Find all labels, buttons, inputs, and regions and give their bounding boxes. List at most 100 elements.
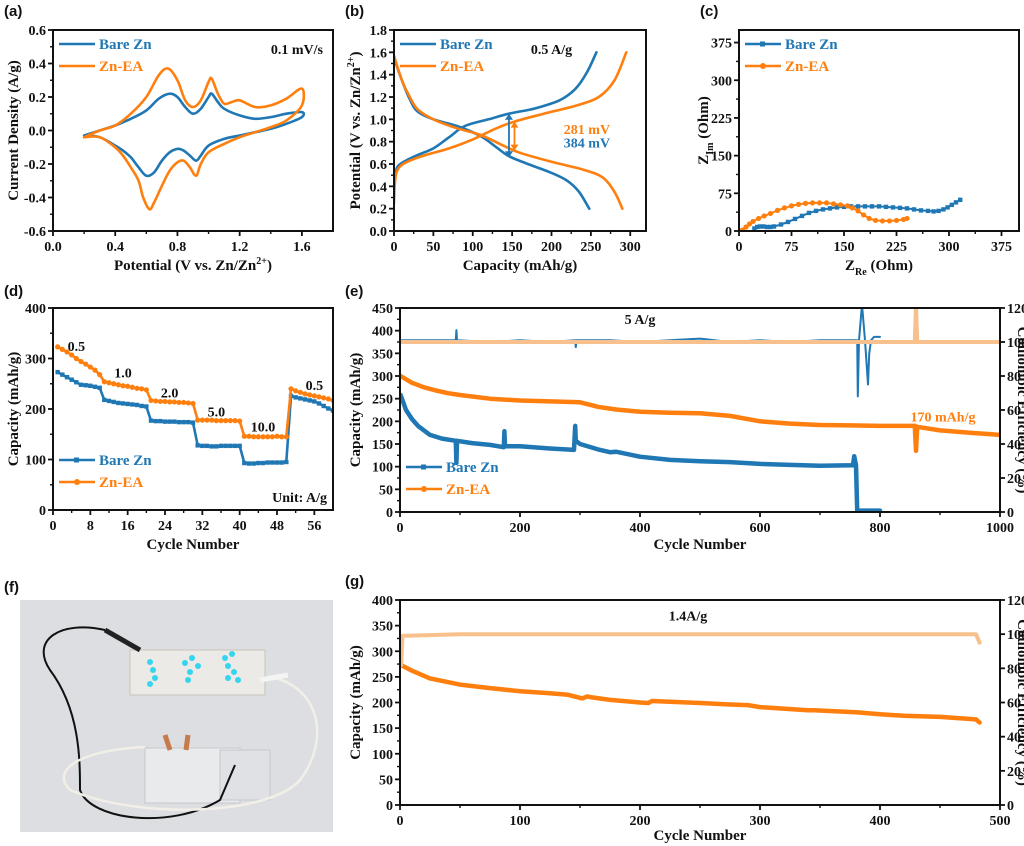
x-tick-label: 8 <box>87 519 94 534</box>
data-point <box>757 224 763 229</box>
data-point <box>97 372 103 378</box>
data-point <box>279 434 285 440</box>
panel-label: (f) <box>4 579 19 596</box>
data-point <box>778 222 784 227</box>
data-point <box>872 217 879 224</box>
data-point <box>764 224 770 230</box>
x-tick-label: 50 <box>426 240 440 255</box>
y-axis-label: Capacity (mAh/g) <box>348 353 364 468</box>
y-tick-label: 0.2 <box>29 91 47 106</box>
data-point <box>834 205 840 210</box>
data-point <box>115 382 121 388</box>
legend-label: Bare Zn <box>99 453 152 469</box>
x-tick-label: 225 <box>886 240 907 255</box>
series-line-1 <box>400 373 1000 454</box>
data-point <box>293 388 299 394</box>
y-tick-label: 1.8 <box>370 24 388 39</box>
legend-marker <box>760 63 766 69</box>
data-point <box>223 418 229 424</box>
data-point <box>83 361 89 367</box>
y-tick-label: 350 <box>372 620 393 635</box>
units: (Ohm) <box>696 96 712 142</box>
data-point <box>761 213 767 219</box>
data-point <box>816 200 823 206</box>
series-line-0 <box>82 92 306 178</box>
data-point <box>941 207 946 212</box>
data-point <box>830 201 837 207</box>
data-point <box>186 419 191 425</box>
data-point <box>120 383 126 389</box>
data-point <box>242 460 247 466</box>
x-tick-label: 400 <box>870 814 891 829</box>
legend-label: Zn-EA <box>440 59 484 75</box>
data-point <box>227 418 233 424</box>
data-point <box>897 205 903 211</box>
data-point <box>218 443 224 449</box>
data-point <box>209 444 214 449</box>
x-axis-label: Cycle Number <box>654 537 747 553</box>
data-point <box>288 386 294 392</box>
data-point <box>820 207 826 212</box>
y2-tick-label: 40 <box>1007 731 1021 746</box>
data-point <box>246 433 252 439</box>
data-point <box>195 443 200 448</box>
chart-e: (e)0 200 400 600 800 100005010015020025030035… <box>345 283 1024 553</box>
data-point <box>799 213 805 219</box>
data-point <box>181 419 186 425</box>
data-point <box>767 210 774 217</box>
y-tick-label: -0.4 <box>24 192 46 207</box>
y-axis-label: Potential (V vs. Zn/Zn2+) <box>346 52 364 210</box>
data-point <box>256 460 261 466</box>
white-clip <box>259 672 289 683</box>
data-point <box>274 433 280 439</box>
legend-label: Zn-EA <box>99 475 143 491</box>
rate-label: 5.0 <box>208 406 226 421</box>
y-tick-label: 0.0 <box>29 125 47 140</box>
subscript: Re <box>855 267 867 278</box>
y-tick-label: 150 <box>372 722 393 737</box>
data-point <box>953 200 959 205</box>
x-tick-label: 300 <box>620 240 641 255</box>
data-point <box>809 200 816 206</box>
rate-label: 1.0 <box>114 367 132 382</box>
rate-label: 0.5 <box>306 379 324 394</box>
x-axis-label: Potential (V vs. Zn/Zn2+) <box>114 256 272 274</box>
series-line-3 <box>400 307 1000 344</box>
legend-marker <box>74 457 79 463</box>
x-tick-label: 1.6 <box>293 240 311 255</box>
rate-label: 10.0 <box>251 421 276 436</box>
y-tick-label: 200 <box>372 415 393 430</box>
capacity-retention-label: 170 mAh/g <box>911 410 976 425</box>
legend-marker <box>421 464 426 470</box>
legend-label: Bare Zn <box>785 37 838 53</box>
legend-label: Bare Zn <box>440 37 493 53</box>
y-tick-label: 375 <box>711 37 732 52</box>
y2-axis-label: Coulombic Efficiency (%) <box>1014 327 1024 494</box>
data-point <box>265 434 271 440</box>
data-point <box>185 400 191 406</box>
data-point <box>157 398 163 405</box>
data-point <box>302 391 308 397</box>
y-tick-label: 100 <box>25 454 46 469</box>
data-point <box>326 406 331 411</box>
legend-marker <box>421 486 427 492</box>
data-point <box>802 200 809 206</box>
data-point <box>869 204 875 209</box>
data-point <box>743 224 749 230</box>
data-point <box>750 218 756 225</box>
data-point <box>172 419 177 424</box>
data-point <box>251 461 256 466</box>
data-point <box>116 400 121 406</box>
legend-marker <box>760 41 765 47</box>
y-tick-label: 250 <box>372 393 393 408</box>
data-point <box>949 202 954 208</box>
data-point <box>756 215 762 222</box>
superscript: 2+ <box>346 56 357 67</box>
x-axis-label: ZRe (Ohm) <box>845 258 913 278</box>
y2-axis-label: Coulombic Efficiency (%) <box>1014 619 1024 786</box>
y2-tick-label: 0 <box>1007 506 1014 521</box>
chart-b: (b) 0 50 100 150 200 250 300 0.0 0.2 0.4 0.6 0.8 1.0 1… <box>345 3 647 274</box>
x-tick-label: 375 <box>991 240 1012 255</box>
chart-d: (d) 0 8 16 24 32 40 48 56 0 100 200 300 400 Cycle Numb… <box>4 283 334 553</box>
rate-label: 0.5 <box>68 340 86 355</box>
